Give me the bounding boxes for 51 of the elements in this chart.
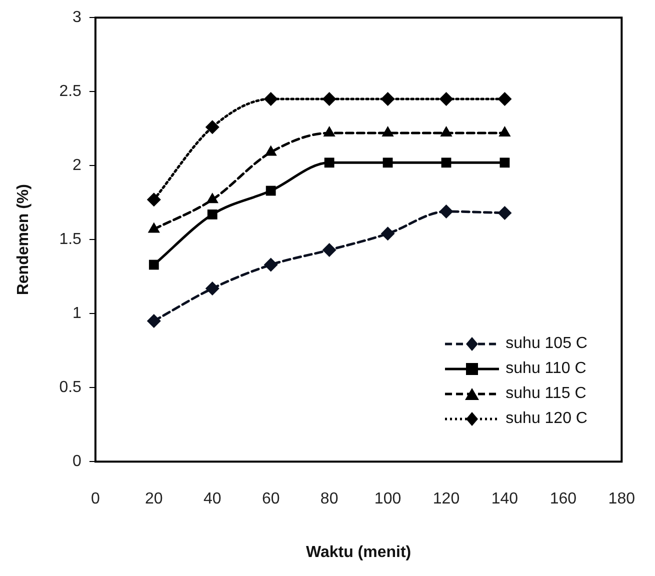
y-tick-label: 2 bbox=[72, 157, 82, 174]
point bbox=[498, 206, 512, 220]
legend-label: suhu 120 C bbox=[506, 410, 588, 428]
point bbox=[264, 92, 278, 106]
point bbox=[380, 226, 395, 241]
point bbox=[439, 92, 454, 106]
x-tick-label: 20 bbox=[145, 490, 163, 508]
legend-label: suhu 115 C bbox=[506, 385, 586, 404]
x-tick-label: 80 bbox=[320, 490, 338, 508]
point bbox=[440, 126, 452, 137]
point bbox=[323, 126, 336, 137]
y-tick-label: 0.5 bbox=[59, 379, 82, 396]
y-tick-label: 2.5 bbox=[59, 83, 82, 100]
legend-label: suhu 105 C bbox=[506, 335, 588, 354]
x-tick-label: 40 bbox=[203, 490, 222, 508]
x-tick-label: 60 bbox=[262, 490, 280, 508]
point bbox=[205, 120, 220, 134]
point bbox=[500, 158, 510, 168]
point bbox=[439, 204, 454, 218]
point bbox=[441, 158, 452, 168]
point bbox=[382, 126, 394, 137]
point bbox=[206, 192, 218, 204]
point bbox=[264, 258, 278, 272]
point bbox=[205, 281, 220, 296]
y-axis-title: Rendemen (%) bbox=[15, 184, 32, 296]
x-tick-label: 0 bbox=[90, 490, 100, 508]
point bbox=[324, 158, 334, 168]
point bbox=[322, 242, 336, 257]
point bbox=[498, 126, 511, 137]
point bbox=[380, 92, 395, 106]
x-tick-label: 100 bbox=[374, 490, 402, 508]
point bbox=[382, 158, 393, 168]
y-tick-label: 1 bbox=[72, 305, 82, 322]
point bbox=[146, 314, 161, 328]
x-tick-label: 160 bbox=[550, 490, 577, 508]
point bbox=[498, 92, 512, 106]
legend-label: suhu 110 C bbox=[506, 360, 586, 378]
point bbox=[264, 145, 277, 156]
point bbox=[207, 209, 218, 220]
point bbox=[266, 186, 276, 196]
x-tick-label: 140 bbox=[491, 490, 518, 508]
y-tick-label: 0 bbox=[72, 453, 82, 470]
x-axis-title: Waktu (menit) bbox=[306, 544, 412, 561]
point bbox=[322, 92, 336, 106]
y-tick-label: 1.5 bbox=[59, 231, 82, 248]
x-tick-label: 180 bbox=[608, 490, 636, 508]
x-tick-label: 120 bbox=[432, 490, 460, 508]
point bbox=[146, 192, 161, 207]
point bbox=[148, 222, 160, 233]
point bbox=[148, 260, 159, 270]
y-tick-label: 3 bbox=[72, 9, 82, 26]
